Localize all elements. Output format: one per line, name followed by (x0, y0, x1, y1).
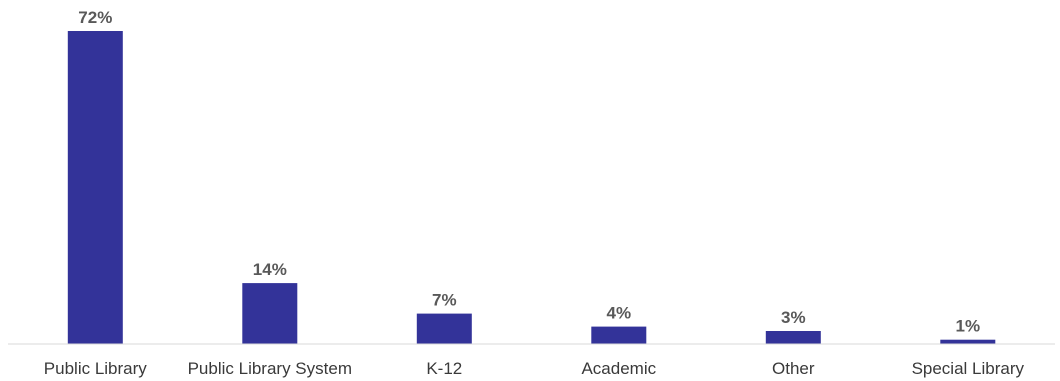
data-label: 72% (78, 8, 112, 27)
category-label: Special Library (912, 359, 1025, 378)
category-label: Public Library (44, 359, 147, 378)
bar (765, 331, 821, 344)
bar (67, 31, 123, 344)
category-label: K-12 (426, 359, 462, 378)
bar (242, 283, 298, 344)
data-label: 4% (607, 304, 632, 323)
data-labels-group: 72% 14% 7% 4% 3% 1% (78, 8, 980, 336)
category-label: Other (772, 359, 815, 378)
category-label: Academic (581, 359, 656, 378)
category-label: Public Library System (188, 359, 352, 378)
bar (591, 326, 647, 344)
bars-group (67, 31, 996, 344)
bar (940, 339, 996, 344)
data-label: 7% (432, 291, 457, 310)
bar (416, 313, 472, 344)
category-labels-group: Public Library Public Library System K-12 A… (44, 359, 1025, 378)
data-label: 1% (956, 317, 981, 336)
data-label: 14% (253, 260, 287, 279)
data-label: 3% (781, 308, 806, 327)
